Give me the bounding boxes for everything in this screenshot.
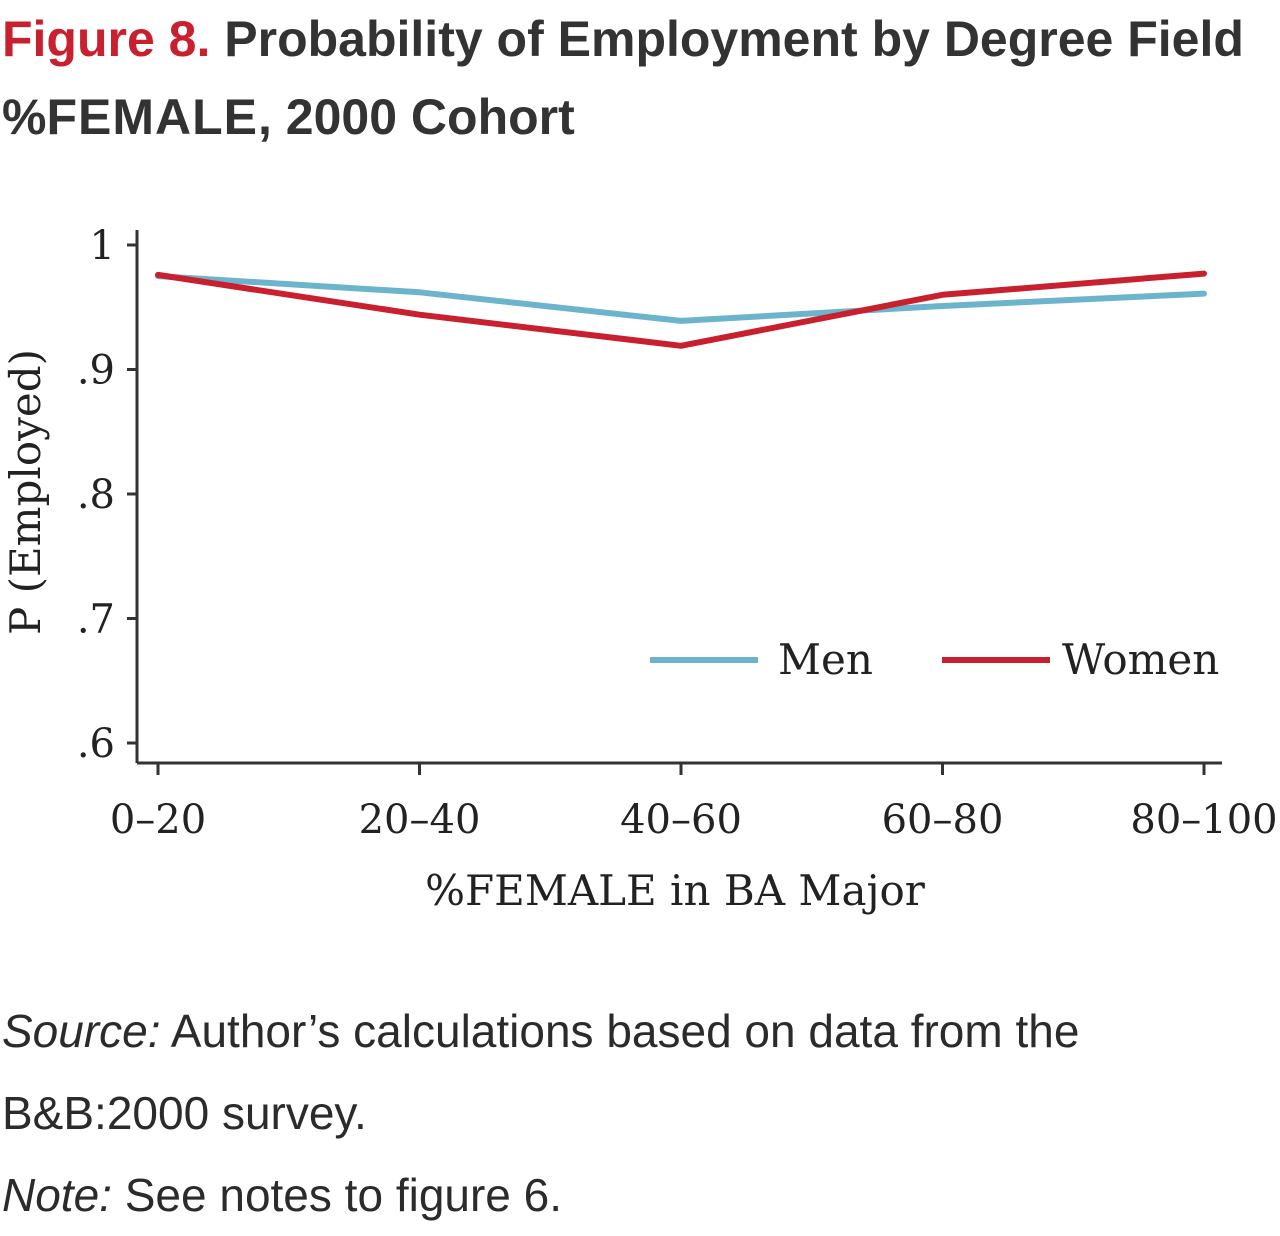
figure-title-post: , 2000 Cohort	[258, 89, 575, 145]
figure-title-pre: Probability of Employment by Degree Fiel…	[2, 11, 1244, 145]
x-tick-label: 40–60	[620, 797, 742, 843]
source-note: Source: Author’s calculations based on d…	[2, 990, 1272, 1154]
y-ticks: .6 .7 .8 .9 1	[77, 223, 137, 767]
series-lines	[155, 270, 1207, 349]
y-tick-label: 1	[90, 223, 115, 269]
y-tick-label: .7	[77, 597, 115, 643]
line-chart: .6 .7 .8 .9 1 0–20 20–40 40–60 60–80 80–100 Men W…	[1, 223, 1278, 915]
x-tick-label: 60–80	[882, 797, 1004, 843]
note-text: See notes to figure 6.	[124, 1169, 563, 1221]
legend: Men Women	[650, 635, 1219, 684]
legend-label-men: Men	[778, 635, 873, 684]
series-line-men	[155, 273, 1207, 324]
y-tick-label: .6	[77, 721, 115, 767]
series-line-women	[155, 270, 1207, 349]
x-tick-label: 80–100	[1130, 797, 1277, 843]
figure-label: Figure 8.	[2, 11, 211, 67]
x-axis-label: %FEMALE in BA Major	[425, 866, 926, 915]
x-tick-label: 20–40	[359, 797, 481, 843]
note-label: Note:	[2, 1169, 112, 1221]
figure-title-smallcaps: FEMALE	[46, 89, 259, 145]
x-tick-label: 0–20	[110, 797, 206, 843]
source-label: Source:	[2, 1005, 161, 1057]
source-text: Author’s calculations based on data from…	[2, 1005, 1080, 1139]
note-line: Note: See notes to figure 6.	[2, 1154, 1272, 1236]
chart-axes	[135, 230, 1222, 765]
x-ticks: 0–20 20–40 40–60 60–80 80–100	[110, 763, 1278, 843]
legend-label-women: Women	[1062, 635, 1219, 684]
chart-container: .6 .7 .8 .9 1 0–20 20–40 40–60 60–80 80–100 Men W…	[0, 200, 1280, 940]
y-axis-label: P (Employed)	[1, 349, 50, 635]
y-tick-label: .8	[77, 472, 115, 518]
y-tick-label: .9	[77, 348, 115, 394]
figure-title: Figure 8. Probability of Employment by D…	[2, 0, 1262, 156]
figure-notes: Source: Author’s calculations based on d…	[2, 990, 1272, 1236]
